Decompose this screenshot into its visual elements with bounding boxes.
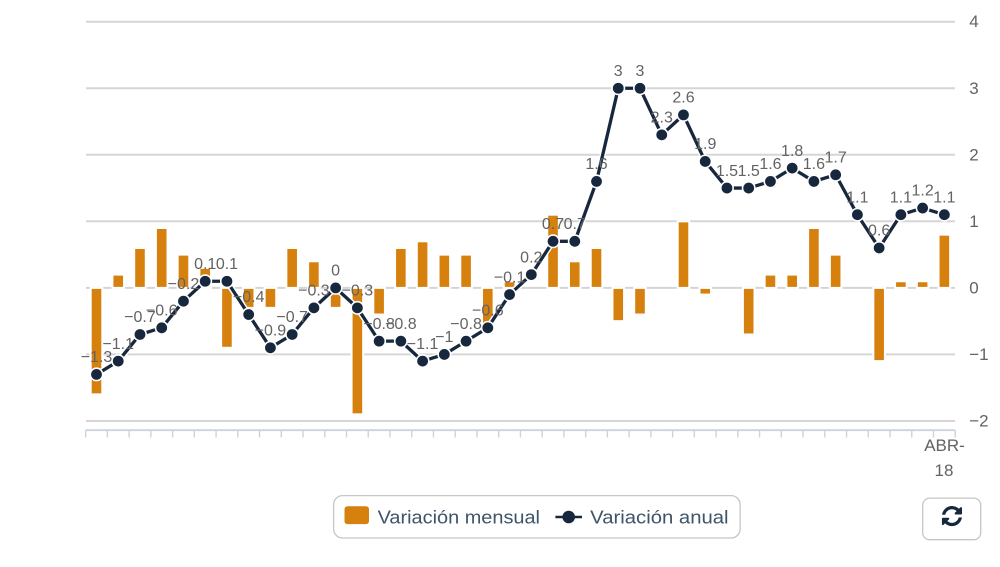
svg-text:−0.9: −0.9 <box>255 322 287 339</box>
svg-text:−0.1: −0.1 <box>494 269 526 286</box>
svg-text:−0.6: −0.6 <box>472 303 504 320</box>
svg-text:1.5: 1.5 <box>716 163 738 180</box>
svg-text:1.1: 1.1 <box>933 189 955 206</box>
svg-text:1: 1 <box>969 212 978 231</box>
svg-text:3: 3 <box>969 79 978 98</box>
svg-text:1.5: 1.5 <box>738 163 760 180</box>
svg-text:−0.8: −0.8 <box>363 316 395 333</box>
svg-text:Variación anual: Variación anual <box>590 507 728 528</box>
svg-text:−0.8: −0.8 <box>385 316 417 333</box>
svg-text:1.6: 1.6 <box>585 156 607 173</box>
svg-text:2.6: 2.6 <box>672 90 694 107</box>
svg-text:−1.1: −1.1 <box>102 336 134 353</box>
svg-text:ABR-: ABR- <box>924 436 965 455</box>
svg-text:18: 18 <box>935 461 954 480</box>
svg-text:0.1: 0.1 <box>216 256 238 273</box>
svg-text:0.6: 0.6 <box>868 223 890 240</box>
svg-text:1.7: 1.7 <box>825 149 847 166</box>
svg-text:2: 2 <box>969 145 978 164</box>
svg-text:−1.3: −1.3 <box>81 349 113 366</box>
svg-text:1.1: 1.1 <box>846 189 868 206</box>
svg-text:0: 0 <box>331 263 340 280</box>
svg-text:−1: −1 <box>969 345 988 364</box>
svg-text:−0.3: −0.3 <box>298 283 330 300</box>
svg-text:3: 3 <box>636 63 645 80</box>
svg-text:3: 3 <box>614 63 623 80</box>
svg-text:−0.3: −0.3 <box>342 283 374 300</box>
svg-text:0.2: 0.2 <box>520 249 542 266</box>
svg-text:−1.1: −1.1 <box>407 336 439 353</box>
svg-text:−0.4: −0.4 <box>233 289 265 306</box>
svg-text:0: 0 <box>969 278 978 297</box>
svg-text:1.6: 1.6 <box>803 156 825 173</box>
svg-text:0.1: 0.1 <box>194 256 216 273</box>
svg-text:1.9: 1.9 <box>694 136 716 153</box>
svg-text:−0.2: −0.2 <box>168 276 200 293</box>
svg-text:−1: −1 <box>435 329 453 346</box>
svg-text:1.2: 1.2 <box>911 183 933 200</box>
svg-text:−0.8: −0.8 <box>450 316 482 333</box>
svg-text:Variación mensual: Variación mensual <box>378 507 540 528</box>
svg-text:1.8: 1.8 <box>781 143 803 160</box>
svg-text:0.7: 0.7 <box>542 216 564 233</box>
svg-text:0.7: 0.7 <box>564 216 586 233</box>
svg-text:4: 4 <box>969 12 978 31</box>
svg-text:1.1: 1.1 <box>890 189 912 206</box>
svg-text:−0.6: −0.6 <box>146 303 178 320</box>
svg-text:−2: −2 <box>969 412 988 431</box>
svg-text:−0.7: −0.7 <box>276 309 308 326</box>
svg-text:2.3: 2.3 <box>651 110 673 127</box>
svg-text:1.6: 1.6 <box>759 156 781 173</box>
svg-text:−0.7: −0.7 <box>124 309 156 326</box>
